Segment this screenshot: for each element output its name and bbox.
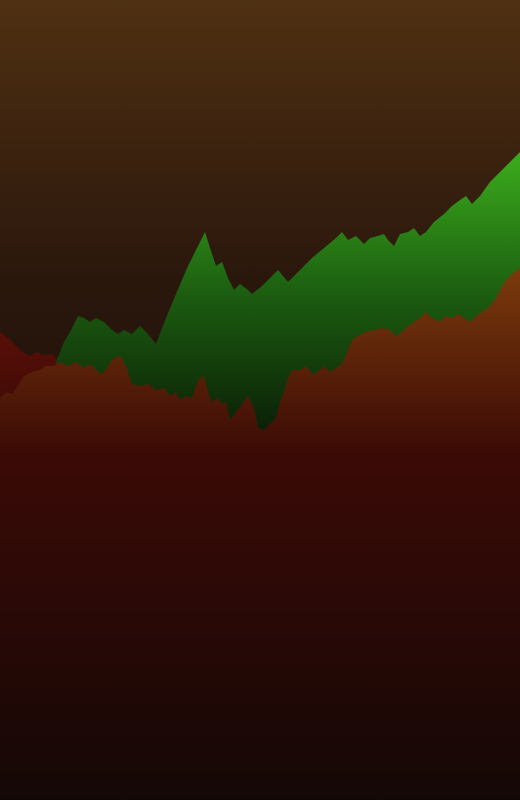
red-foreground-hills [0, 268, 520, 800]
